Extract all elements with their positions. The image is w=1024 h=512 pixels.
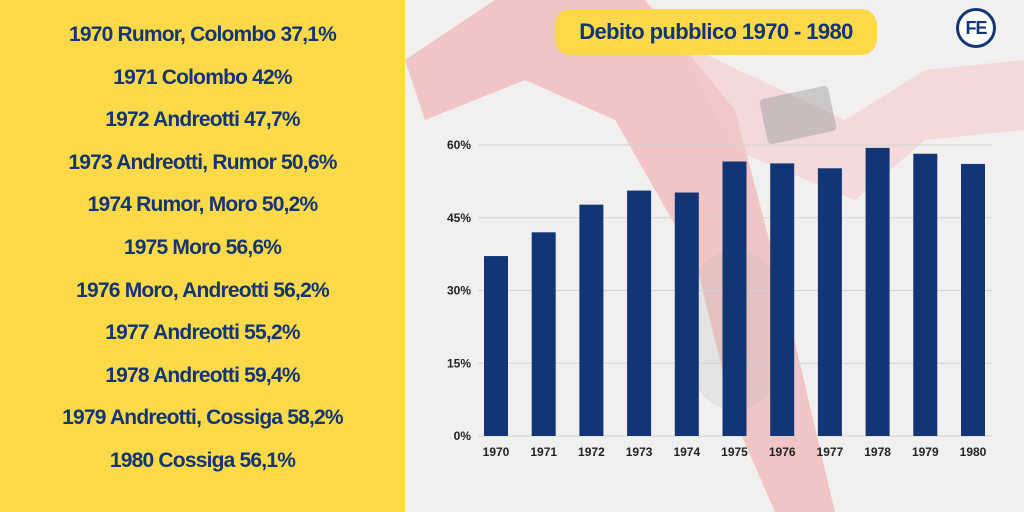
chart-bars <box>484 147 985 437</box>
x-tick-label: 1978 <box>864 445 891 459</box>
list-item: 1974 Rumor, Moro 50,2% <box>87 193 319 217</box>
list-item: 1972 Andreotti 47,7% <box>105 108 300 132</box>
y-tick-label: 30% <box>447 284 471 298</box>
bar-1976 <box>770 163 795 436</box>
y-tick-label: 0% <box>454 429 472 443</box>
bar-1971 <box>531 232 556 436</box>
bar-1977 <box>817 168 842 436</box>
x-tick-label: 1976 <box>769 445 796 459</box>
bar-1974 <box>674 192 699 436</box>
list-item: 1971 Colombo 42% <box>113 65 292 89</box>
bar-1978 <box>865 147 890 436</box>
bar-1979 <box>913 153 938 437</box>
x-tick-label: 1973 <box>626 445 653 459</box>
x-tick-label: 1975 <box>721 445 748 459</box>
left-info-panel: 1970 Rumor, Colombo 37,1% 1971 Colombo 42… <box>0 0 405 512</box>
bar-1975 <box>722 161 747 437</box>
list-item: 1980 Cossiga 56,1% <box>109 448 296 472</box>
y-axis-ticks: 0% 15% 30% 45% 60% <box>447 138 471 443</box>
list-item: 1978 Andreotti 59,4% <box>105 363 300 387</box>
x-tick-label: 1971 <box>530 445 557 459</box>
chart-title: Debito pubblico 1970 - 1980 <box>555 9 877 55</box>
x-tick-label: 1970 <box>483 445 510 459</box>
list-item: 1977 Andreotti 55,2% <box>105 321 300 345</box>
x-tick-label: 1972 <box>578 445 605 459</box>
brand-logo: FE <box>956 8 996 48</box>
y-tick-label: 15% <box>447 356 471 370</box>
y-tick-label: 60% <box>447 138 471 152</box>
list-item: 1979 Andreotti, Cossiga 58,2% <box>62 406 343 430</box>
bar-1970 <box>484 256 508 436</box>
x-tick-label: 1980 <box>960 445 987 459</box>
x-tick-label: 1979 <box>912 445 939 459</box>
list-item: 1976 Moro, Andreotti 56,2% <box>76 278 329 302</box>
y-tick-label: 45% <box>447 211 471 225</box>
x-axis-ticks: 1970 1971 1972 1973 1974 1975 1976 1977 1978 1979… <box>483 445 987 459</box>
x-tick-label: 1977 <box>817 445 844 459</box>
government-debt-list: 1970 Rumor, Colombo 37,1% 1971 Colombo 42… <box>0 14 405 483</box>
list-item: 1975 Moro 56,6% <box>123 235 282 259</box>
bar-1973 <box>627 190 652 436</box>
bar-1972 <box>579 204 604 436</box>
list-item: 1970 Rumor, Colombo 37,1% <box>68 23 337 46</box>
x-tick-label: 1974 <box>673 445 700 459</box>
bar-1980 <box>961 163 985 437</box>
list-item: 1973 Andreotti, Rumor 50,6% <box>68 150 337 174</box>
